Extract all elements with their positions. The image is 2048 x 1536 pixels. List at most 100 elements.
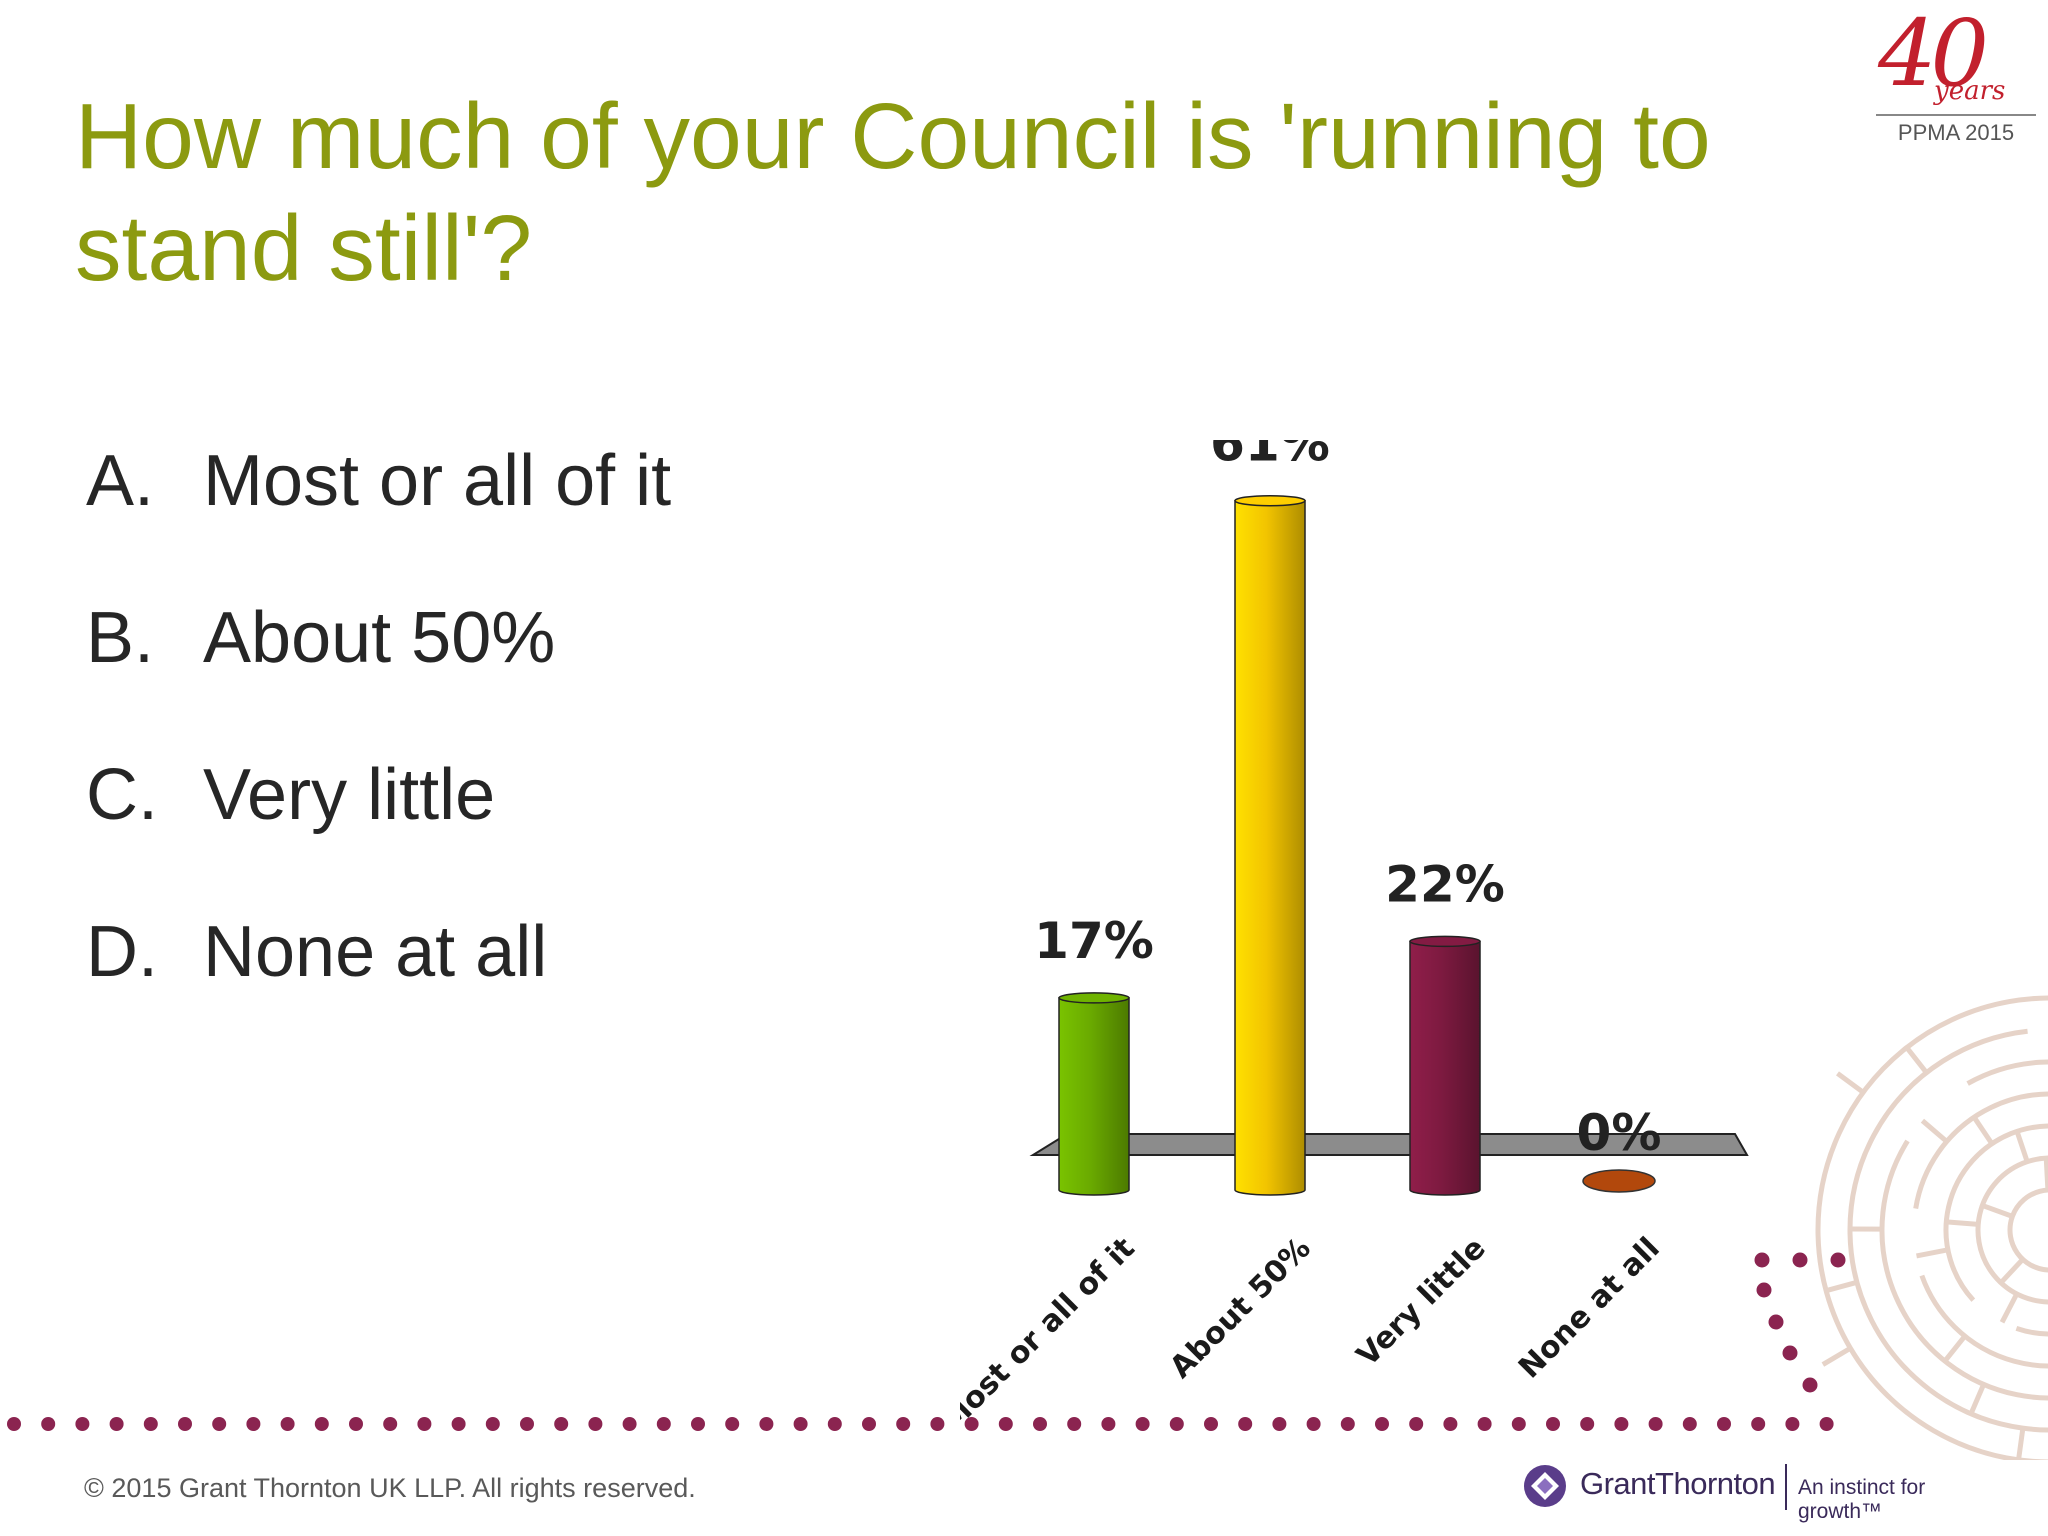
bar-top-0 (1058, 992, 1130, 1004)
maze-wall (1999, 1292, 2020, 1324)
logo-separator (1785, 1464, 1787, 1510)
border-dot (930, 1417, 945, 1431)
maze-ring (1913, 1091, 2048, 1369)
border-dot (691, 1417, 705, 1431)
border-dot (1033, 1417, 1047, 1431)
border-dot (1830, 1252, 1846, 1268)
border-dot (178, 1417, 192, 1431)
border-dot (793, 1417, 808, 1431)
maze-wall (1904, 1045, 1929, 1075)
maze-wall (1946, 1219, 1979, 1227)
border-dot (1169, 1417, 1184, 1431)
bar-chart: 17% 61% 22% 0% Most or all of it About 50% Ve… (960, 440, 1749, 1430)
border-dot (896, 1417, 911, 1431)
brand-name: GrantThornton (1580, 1466, 1776, 1501)
value-label-2: 22% (1385, 855, 1505, 913)
border-dot (451, 1417, 466, 1431)
border-dot (964, 1417, 979, 1431)
category-label-3: None at all (1512, 1231, 1667, 1386)
border-dot (1792, 1252, 1808, 1268)
border-dot (1614, 1417, 1629, 1431)
option-text: None at all (203, 912, 548, 992)
maze-ring (1815, 995, 2048, 1460)
border-dot (109, 1417, 124, 1431)
border-dot (1802, 1377, 1818, 1393)
option-letter: B. (86, 598, 155, 678)
bar-1 (1234, 499, 1306, 1196)
badge-divider (1876, 114, 2036, 116)
maze-ring (1847, 1028, 2048, 1433)
maze-ring (1879, 1059, 2048, 1401)
border-dot (827, 1417, 842, 1431)
border-dot (1101, 1417, 1116, 1431)
border-dot (1375, 1417, 1389, 1431)
border-dot (7, 1417, 21, 1431)
border-dot (656, 1417, 671, 1431)
border-dot (998, 1417, 1013, 1431)
maze-wall (1920, 1118, 1949, 1144)
badge-number: 40 (1878, 0, 1989, 107)
bar-2 (1409, 940, 1481, 1196)
maze-wall (1968, 1383, 1986, 1415)
border-dot (143, 1417, 158, 1431)
option-text: Most or all of it (203, 441, 672, 521)
border-dot (1477, 1417, 1492, 1431)
option-letter: D. (86, 912, 158, 992)
grant-thornton-logo: GrantThornton An instinct for growth™ (1520, 1458, 2000, 1523)
border-dot (1546, 1417, 1560, 1431)
option-text: Very little (203, 755, 496, 835)
border-dot (1648, 1417, 1663, 1431)
border-dot (725, 1417, 740, 1431)
brand-tagline: An instinct for growth™ (1798, 1476, 1926, 1523)
anniversary-badge: 40 years PPMA 2015 (1876, 4, 2036, 148)
badge-event: PPMA 2015 (1897, 120, 2015, 145)
maze-wall (1999, 1257, 2025, 1285)
value-label-1: 61% (1210, 440, 1330, 473)
maze-wall (1971, 1115, 1995, 1146)
border-dot (862, 1417, 876, 1431)
border-dot (622, 1417, 637, 1431)
maze-decoration-icon (1815, 995, 2048, 1460)
category-label-1: About 50% (1163, 1231, 1317, 1385)
category-label-0: Most or all of it (960, 1231, 1142, 1430)
border-dot (212, 1417, 227, 1431)
border-dot (1272, 1417, 1287, 1431)
border-dot (349, 1417, 363, 1431)
border-dot (383, 1417, 398, 1431)
border-dot (1204, 1417, 1218, 1431)
border-dot (314, 1417, 329, 1431)
border-dot (246, 1417, 261, 1431)
bar-0 (1058, 997, 1130, 1196)
maze-wall (1821, 1346, 1852, 1367)
chart-floor (1029, 1133, 1749, 1156)
border-dot (1819, 1417, 1834, 1431)
maze-wall (1942, 1334, 1967, 1363)
maze-wall (1981, 1203, 2014, 1219)
maze-ring (1975, 1155, 2048, 1305)
maze-wall (2014, 1130, 2030, 1163)
answer-options: A. Most or all of it B. About 50% C. Ver… (86, 440, 671, 1068)
border-dot (520, 1417, 534, 1431)
border-dot (1511, 1417, 1526, 1431)
option-c: C. Very little (86, 754, 671, 911)
border-dot (1768, 1314, 1784, 1330)
maze-wall (1916, 1247, 1949, 1259)
value-label-0: 17% (1034, 912, 1154, 970)
bar-3 (1582, 1169, 1656, 1193)
border-dot (1238, 1417, 1253, 1431)
border-dot (280, 1417, 295, 1431)
option-d: D. None at all (86, 911, 671, 1068)
border-dot (1580, 1417, 1595, 1431)
maze-ring (1943, 1123, 2048, 1337)
border-dot (1785, 1417, 1800, 1431)
option-letter: A. (86, 441, 155, 521)
option-letter: C. (86, 755, 158, 835)
border-dot (1751, 1417, 1766, 1431)
border-dot (1717, 1417, 1731, 1431)
border-dot (1067, 1417, 1082, 1431)
border-dot (588, 1417, 603, 1431)
dotted-border (7, 1252, 1846, 1431)
border-dot (41, 1417, 56, 1431)
option-text: About 50% (203, 598, 556, 678)
